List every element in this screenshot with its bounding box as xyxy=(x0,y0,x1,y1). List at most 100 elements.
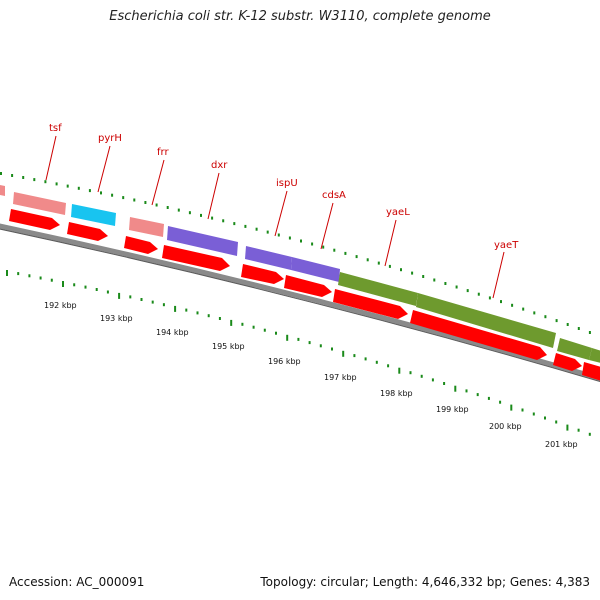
gene-label-pyrH[interactable]: pyrH xyxy=(98,133,122,144)
minor-tick xyxy=(22,176,25,179)
scale-label: 194 kbp xyxy=(156,328,189,337)
minor-tick xyxy=(544,416,546,420)
cds-arrow-frr[interactable] xyxy=(124,236,158,254)
minor-tick xyxy=(533,311,536,315)
gc-tick-row-upper xyxy=(0,172,591,334)
gene-box-tsf-start[interactable] xyxy=(0,184,5,196)
leader-dxr xyxy=(207,172,220,220)
minor-tick xyxy=(364,357,367,361)
minor-tick xyxy=(133,198,136,202)
gene-label-cdsA[interactable]: cdsA xyxy=(322,190,346,201)
minor-tick xyxy=(387,364,390,368)
minor-tick xyxy=(300,239,302,243)
scale-label: 196 kbp xyxy=(268,357,301,366)
major-tick xyxy=(398,367,401,374)
cds-track xyxy=(9,209,600,382)
gene-box-next-1[interactable] xyxy=(557,338,592,360)
gene-box-yaeT[interactable] xyxy=(416,293,556,348)
major-tick xyxy=(174,305,177,312)
gene-box-cdsA[interactable] xyxy=(291,257,340,282)
cds-arrow-next-1[interactable] xyxy=(553,353,582,371)
minor-tick xyxy=(255,227,258,231)
leader-yaeT xyxy=(492,251,505,299)
minor-tick xyxy=(122,196,125,200)
scale-label: 195 kbp xyxy=(212,342,245,351)
minor-tick xyxy=(275,331,277,335)
gene-label-frr[interactable]: frr xyxy=(157,147,169,158)
gene-label-yaeT[interactable]: yaeT xyxy=(494,240,519,251)
gene-box-ispU[interactable] xyxy=(245,246,292,270)
gene-label-tsf[interactable]: tsf xyxy=(49,123,62,134)
minor-tick xyxy=(266,230,269,234)
minor-tick xyxy=(455,285,458,289)
cds-arrow-pyrH[interactable] xyxy=(67,222,108,241)
minor-tick xyxy=(366,258,369,262)
gene-label-yaeL[interactable]: yaeL xyxy=(386,207,410,218)
cds-arrow-next-2[interactable] xyxy=(582,362,600,382)
cds-arrow-tsf[interactable] xyxy=(9,209,60,230)
minor-tick xyxy=(544,315,547,319)
minor-tick xyxy=(311,242,314,246)
major-tick xyxy=(6,270,8,276)
minor-tick xyxy=(185,308,188,312)
minor-tick xyxy=(319,344,322,348)
gene-box-next-2[interactable] xyxy=(589,348,600,364)
minor-tick xyxy=(66,184,69,188)
minor-tick xyxy=(477,292,480,296)
gene-box-yaeL[interactable] xyxy=(338,272,418,306)
gene-label-dxr[interactable]: dxr xyxy=(211,160,228,171)
minor-tick xyxy=(84,285,87,289)
minor-tick xyxy=(0,172,2,175)
accession-label: Accession: AC_000091 xyxy=(9,575,145,589)
minor-tick xyxy=(88,189,91,193)
minor-tick xyxy=(188,211,191,215)
minor-tick xyxy=(411,271,414,275)
minor-tick xyxy=(106,290,109,294)
minor-tick xyxy=(499,400,502,404)
minor-tick xyxy=(263,328,266,332)
minor-tick xyxy=(77,186,80,190)
minor-tick xyxy=(400,268,402,272)
minor-tick xyxy=(487,396,490,400)
minor-tick xyxy=(555,319,558,323)
minor-tick xyxy=(431,378,434,382)
major-tick xyxy=(510,404,513,411)
genome-summary: Topology: circular; Length: 4,646,332 bp… xyxy=(260,575,590,589)
leader-yaeL xyxy=(384,219,397,267)
gene-box-tsf[interactable] xyxy=(13,192,66,215)
minor-tick xyxy=(331,347,333,351)
minor-tick xyxy=(333,248,336,252)
cds-arrow-cdsA[interactable] xyxy=(284,275,332,297)
gene-box-frr[interactable] xyxy=(129,217,164,237)
cds-arrow-ispU[interactable] xyxy=(241,264,284,284)
gene-box-dxr[interactable] xyxy=(167,226,238,256)
minor-tick xyxy=(288,236,291,240)
minor-tick xyxy=(308,341,311,345)
minor-tick xyxy=(17,272,20,276)
minor-tick xyxy=(28,274,31,278)
cds-arrow-yaeL[interactable] xyxy=(333,289,408,319)
major-tick xyxy=(118,292,121,299)
minor-tick xyxy=(241,322,244,326)
leader-frr xyxy=(151,159,165,206)
minor-tick xyxy=(11,174,14,177)
minor-tick xyxy=(443,382,446,385)
minor-tick xyxy=(144,201,147,204)
minor-tick xyxy=(196,311,199,315)
minor-tick xyxy=(511,303,514,307)
scale-label: 193 kbp xyxy=(100,314,133,323)
gene-label-ispU[interactable]: ispU xyxy=(276,178,298,189)
minor-tick xyxy=(166,206,169,209)
minor-tick xyxy=(577,327,580,330)
minor-tick xyxy=(33,178,36,182)
cds-arrow-yaeT[interactable] xyxy=(410,310,547,360)
gene-labels: tsf pyrH frr dxr ispU cdsA yaeL yaeT xyxy=(49,123,519,251)
minor-tick xyxy=(532,412,535,416)
minor-tick xyxy=(162,303,165,307)
scale-labels: 192 kbp 193 kbp 194 kbp 195 kbp 196 kbp … xyxy=(44,301,578,449)
gene-box-pyrH[interactable] xyxy=(71,204,116,226)
minor-tick xyxy=(377,261,380,265)
cds-arrow-dxr[interactable] xyxy=(162,245,230,271)
minor-tick xyxy=(73,283,76,287)
